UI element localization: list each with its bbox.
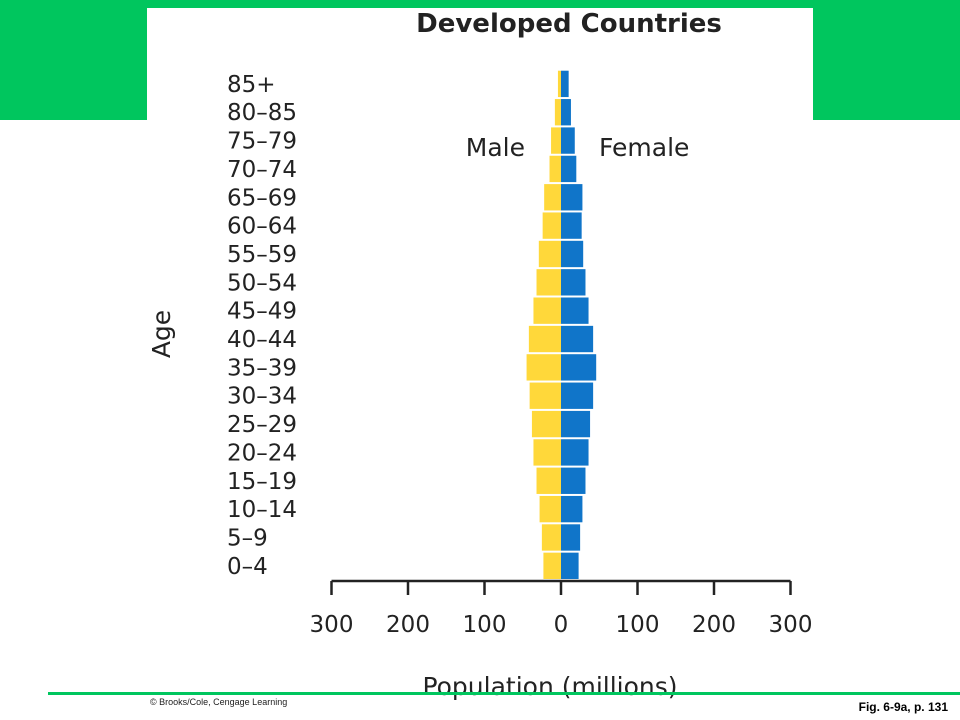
age-tick-label-7: 35–39 xyxy=(227,355,297,381)
bar-male-0 xyxy=(543,552,561,579)
age-tick-label-17: 85+ xyxy=(227,72,276,98)
bar-male-6 xyxy=(529,382,561,409)
bar-female-4 xyxy=(561,439,589,466)
x-tick-label-4: 100 xyxy=(616,612,660,638)
bar-male-2 xyxy=(539,495,561,523)
bar-male-16 xyxy=(554,99,561,126)
age-tick-label-15: 75–79 xyxy=(227,129,297,155)
age-tick-label-8: 40–44 xyxy=(227,327,297,353)
age-tick-label-13: 65–69 xyxy=(227,185,297,211)
bar-female-13 xyxy=(561,184,583,211)
bar-female-10 xyxy=(561,269,586,296)
bar-female-0 xyxy=(561,552,579,579)
bar-female-7 xyxy=(561,354,597,381)
bar-male-8 xyxy=(528,325,561,353)
bar-male-12 xyxy=(542,212,561,239)
bar-male-13 xyxy=(544,184,561,211)
age-tick-label-3: 15–19 xyxy=(227,469,297,495)
age-tick-label-6: 30–34 xyxy=(227,384,297,410)
bar-female-1 xyxy=(561,524,581,551)
age-tick-label-16: 80–85 xyxy=(227,100,297,126)
bar-male-5 xyxy=(531,410,561,438)
x-tick-label-2: 100 xyxy=(463,612,507,638)
bar-female-8 xyxy=(561,325,594,353)
legend-male-label: Male xyxy=(466,133,525,162)
x-tick-label-6: 300 xyxy=(769,612,813,638)
bar-male-1 xyxy=(541,524,561,551)
x-tick-label-1: 200 xyxy=(386,612,430,638)
age-tick-label-0: 0–4 xyxy=(227,554,268,580)
x-tick-label-5: 200 xyxy=(692,612,736,638)
bar-male-3 xyxy=(536,467,561,494)
age-tick-label-10: 50–54 xyxy=(227,270,297,296)
bar-female-6 xyxy=(561,382,594,409)
x-axis-label: Population (millions) xyxy=(422,672,677,701)
figure-caption: Fig. 6-9a, p. 131 xyxy=(858,700,948,714)
bar-female-12 xyxy=(561,212,582,239)
legend-female-label: Female xyxy=(599,133,689,162)
bars-group xyxy=(526,70,597,579)
chart-panel: Developed Countries Male Female Age Popu… xyxy=(147,8,813,714)
bar-female-5 xyxy=(561,410,591,438)
age-tick-label-4: 20–24 xyxy=(227,440,297,466)
age-tick-label-14: 70–74 xyxy=(227,157,297,183)
bar-female-9 xyxy=(561,297,589,324)
bar-male-10 xyxy=(536,269,561,296)
age-tick-label-12: 60–64 xyxy=(227,214,297,240)
bar-female-16 xyxy=(561,99,571,126)
age-tick-label-5: 25–29 xyxy=(227,412,297,438)
bar-male-11 xyxy=(538,240,561,268)
bar-male-9 xyxy=(533,297,561,324)
x-tick-label-0: 300 xyxy=(310,612,354,638)
bar-female-3 xyxy=(561,467,586,494)
age-tick-label-2: 10–14 xyxy=(227,497,297,523)
bottom-green-rule xyxy=(48,692,960,695)
age-tick-label-11: 55–59 xyxy=(227,242,297,268)
bar-male-14 xyxy=(549,155,561,183)
chart-title: Developed Countries xyxy=(416,9,722,39)
x-axis: 300 200 100 0 100 200 300 xyxy=(310,579,813,638)
population-pyramid-chart: Developed Countries Male Female Age Popu… xyxy=(147,9,813,701)
y-axis-label: Age xyxy=(147,310,176,358)
bar-female-17 xyxy=(561,70,569,98)
bar-female-11 xyxy=(561,240,584,268)
age-tick-label-1: 5–9 xyxy=(227,525,268,551)
bar-female-2 xyxy=(561,495,583,523)
bar-male-17 xyxy=(557,70,561,98)
bar-male-15 xyxy=(551,127,561,154)
bar-male-7 xyxy=(526,354,561,381)
age-tick-label-9: 45–49 xyxy=(227,299,297,325)
x-tick-label-3: 0 xyxy=(554,612,569,638)
bar-male-4 xyxy=(533,439,561,466)
copyright-text: © Brooks/Cole, Cengage Learning xyxy=(150,697,288,707)
bar-female-14 xyxy=(561,155,577,183)
bar-female-15 xyxy=(561,127,575,154)
